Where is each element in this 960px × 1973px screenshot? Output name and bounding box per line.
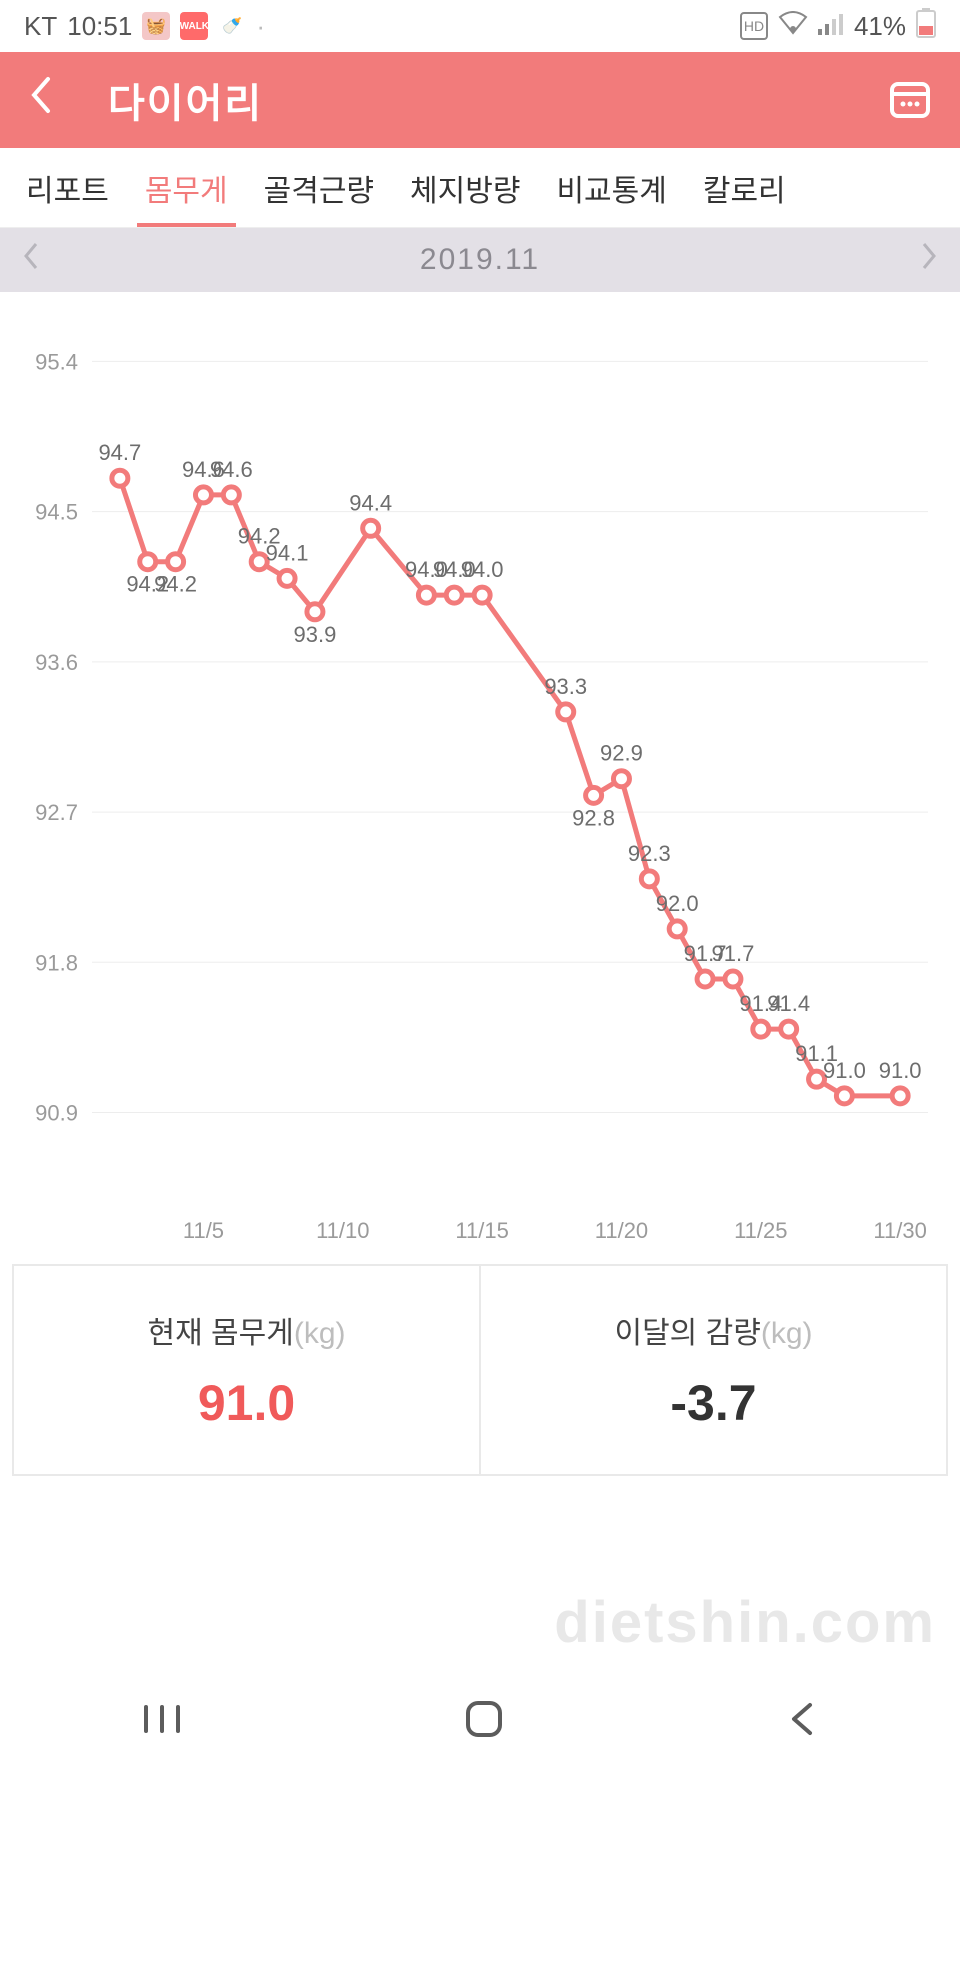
svg-text:94.7: 94.7 [98, 440, 141, 465]
summary-left-unit: (kg) [294, 1317, 346, 1350]
weight-chart: 95.4 94.5 93.6 92.7 91.8 90.9 11/5 11/10 11/15 11… [0, 292, 960, 1256]
calendar-button[interactable] [888, 76, 932, 125]
summary-left-label: 현재 몸무게(kg) [147, 1308, 345, 1352]
svg-text:94.2: 94.2 [154, 572, 197, 597]
month-label: 2019.11 [420, 243, 540, 277]
month-nav: 2019.11 [0, 228, 960, 292]
svg-text:92.7: 92.7 [35, 800, 78, 825]
month-next-button[interactable] [920, 240, 940, 280]
android-nav-bar [0, 1666, 960, 1776]
svg-text:11/10: 11/10 [316, 1218, 369, 1243]
basket-icon: 🧺 [142, 12, 170, 40]
status-left: KT 10:51 🧺 WALK 🍼 · [24, 11, 265, 42]
back-button[interactable] [28, 75, 52, 126]
svg-text:94.0: 94.0 [461, 557, 504, 582]
home-button[interactable] [462, 1697, 506, 1746]
tab-bar: 리포트몸무게골격근량체지방량비교통계칼로리 [0, 148, 960, 228]
tab-0[interactable]: 리포트 [8, 148, 127, 227]
svg-text:94.4: 94.4 [349, 490, 392, 515]
summary-right-value: -3.7 [670, 1374, 756, 1432]
weight-chart-svg: 95.4 94.5 93.6 92.7 91.8 90.9 11/5 11/10 11/15 11… [12, 308, 948, 1256]
battery-text: 41% [854, 11, 906, 42]
summary-right-label: 이달의 감량(kg) [614, 1308, 812, 1352]
watermark-text: dietshin.com [554, 1589, 936, 1656]
nav-back-button[interactable] [782, 1699, 822, 1744]
tab-5[interactable]: 칼로리 [685, 148, 804, 227]
svg-text:95.4: 95.4 [35, 349, 78, 374]
carrier-label: KT [24, 11, 57, 42]
tab-2[interactable]: 골격근량 [246, 148, 392, 227]
summary-left-value: 91.0 [198, 1374, 295, 1432]
summary-current-weight: 현재 몸무게(kg) 91.0 [14, 1266, 481, 1474]
svg-text:92.0: 92.0 [656, 891, 699, 916]
svg-text:92.9: 92.9 [600, 741, 643, 766]
svg-text:94.6: 94.6 [210, 457, 253, 482]
walkon-icon: WALK [180, 12, 208, 40]
svg-text:91.4: 91.4 [767, 991, 810, 1016]
svg-text:93.3: 93.3 [544, 674, 587, 699]
svg-text:91.8: 91.8 [35, 950, 78, 975]
svg-text:91.0: 91.0 [879, 1058, 922, 1083]
svg-text:91.0: 91.0 [823, 1058, 866, 1083]
bottle-icon: 🍼 [218, 12, 246, 40]
svg-text:92.3: 92.3 [628, 841, 671, 866]
hd-badge-icon: HD [740, 12, 768, 40]
svg-text:11/25: 11/25 [734, 1218, 787, 1243]
summary-right-unit: (kg) [761, 1317, 813, 1350]
summary-right-label-text: 이달의 감량 [614, 1317, 760, 1350]
svg-text:11/20: 11/20 [595, 1218, 648, 1243]
summary-left-label-text: 현재 몸무게 [147, 1317, 293, 1350]
app-bar: 다이어리 [0, 52, 960, 148]
summary-month-loss: 이달의 감량(kg) -3.7 [481, 1266, 946, 1474]
svg-text:90.9: 90.9 [35, 1101, 78, 1126]
bottom-area: dietshin.com [0, 1476, 960, 1776]
page-title: 다이어리 [108, 71, 263, 129]
wifi-icon [778, 11, 808, 42]
summary-panel: 현재 몸무게(kg) 91.0 이달의 감량(kg) -3.7 [12, 1264, 948, 1476]
clock-label: 10:51 [67, 11, 132, 42]
status-bar: KT 10:51 🧺 WALK 🍼 · HD 41% [0, 0, 960, 52]
dot-icon: · [256, 11, 265, 42]
svg-text:93.9: 93.9 [294, 622, 337, 647]
svg-text:11/30: 11/30 [873, 1218, 926, 1243]
signal-icon [818, 11, 844, 42]
tab-4[interactable]: 비교통계 [538, 148, 684, 227]
status-right: HD 41% [740, 8, 936, 45]
svg-text:94.1: 94.1 [266, 540, 309, 565]
svg-text:94.5: 94.5 [35, 500, 78, 525]
svg-text:11/15: 11/15 [455, 1218, 508, 1243]
month-prev-button[interactable] [20, 240, 40, 280]
svg-text:91.7: 91.7 [712, 941, 755, 966]
battery-icon [916, 8, 936, 45]
tab-3[interactable]: 체지방량 [392, 148, 538, 227]
svg-text:11/5: 11/5 [183, 1218, 224, 1243]
svg-text:93.6: 93.6 [35, 650, 78, 675]
recent-apps-button[interactable] [138, 1699, 186, 1744]
tab-1[interactable]: 몸무게 [127, 148, 246, 227]
svg-text:92.8: 92.8 [572, 805, 615, 830]
